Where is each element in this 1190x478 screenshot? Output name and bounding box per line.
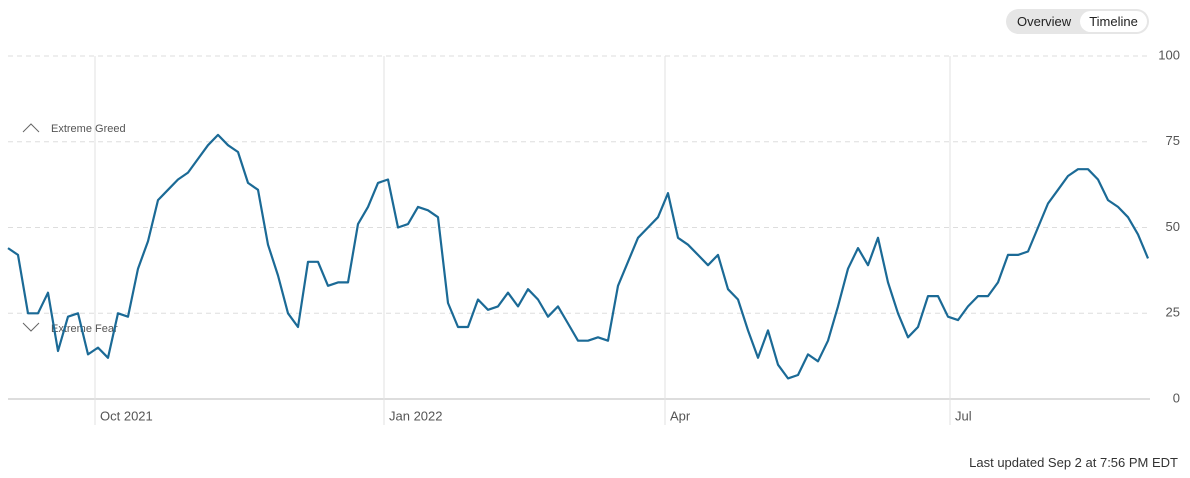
chart: Extreme Greed Extreme Fear 0 25 50 75 100 Oct… [7, 47, 1180, 425]
y-tick-label: 25 [1166, 305, 1180, 320]
x-tick-label: Jul [955, 408, 972, 423]
x-tick-label: Oct 2021 [100, 408, 153, 423]
fear-icon [22, 322, 40, 332]
greed-icon [22, 123, 40, 133]
y-tick-label: 0 [1173, 390, 1180, 405]
x-tick-label: Jan 2022 [389, 408, 443, 423]
annotation: Extreme Greed [51, 123, 126, 135]
footer: Last updated Sep 2 at 7:56 PM EDT [969, 455, 1178, 470]
x-tick-label: Apr [670, 408, 691, 423]
y-tick-label: 75 [1166, 133, 1180, 148]
line [7, 133, 1150, 380]
timeline-button[interactable]: Timeline [1080, 11, 1147, 32]
y-tick-label: 50 [1166, 219, 1180, 234]
annotation: Extreme Fear [51, 323, 118, 335]
overview-button[interactable]: Overview [1008, 11, 1080, 32]
view-toggle: Overview Timeline [1006, 9, 1149, 34]
y-tick-label: 100 [1158, 47, 1180, 62]
